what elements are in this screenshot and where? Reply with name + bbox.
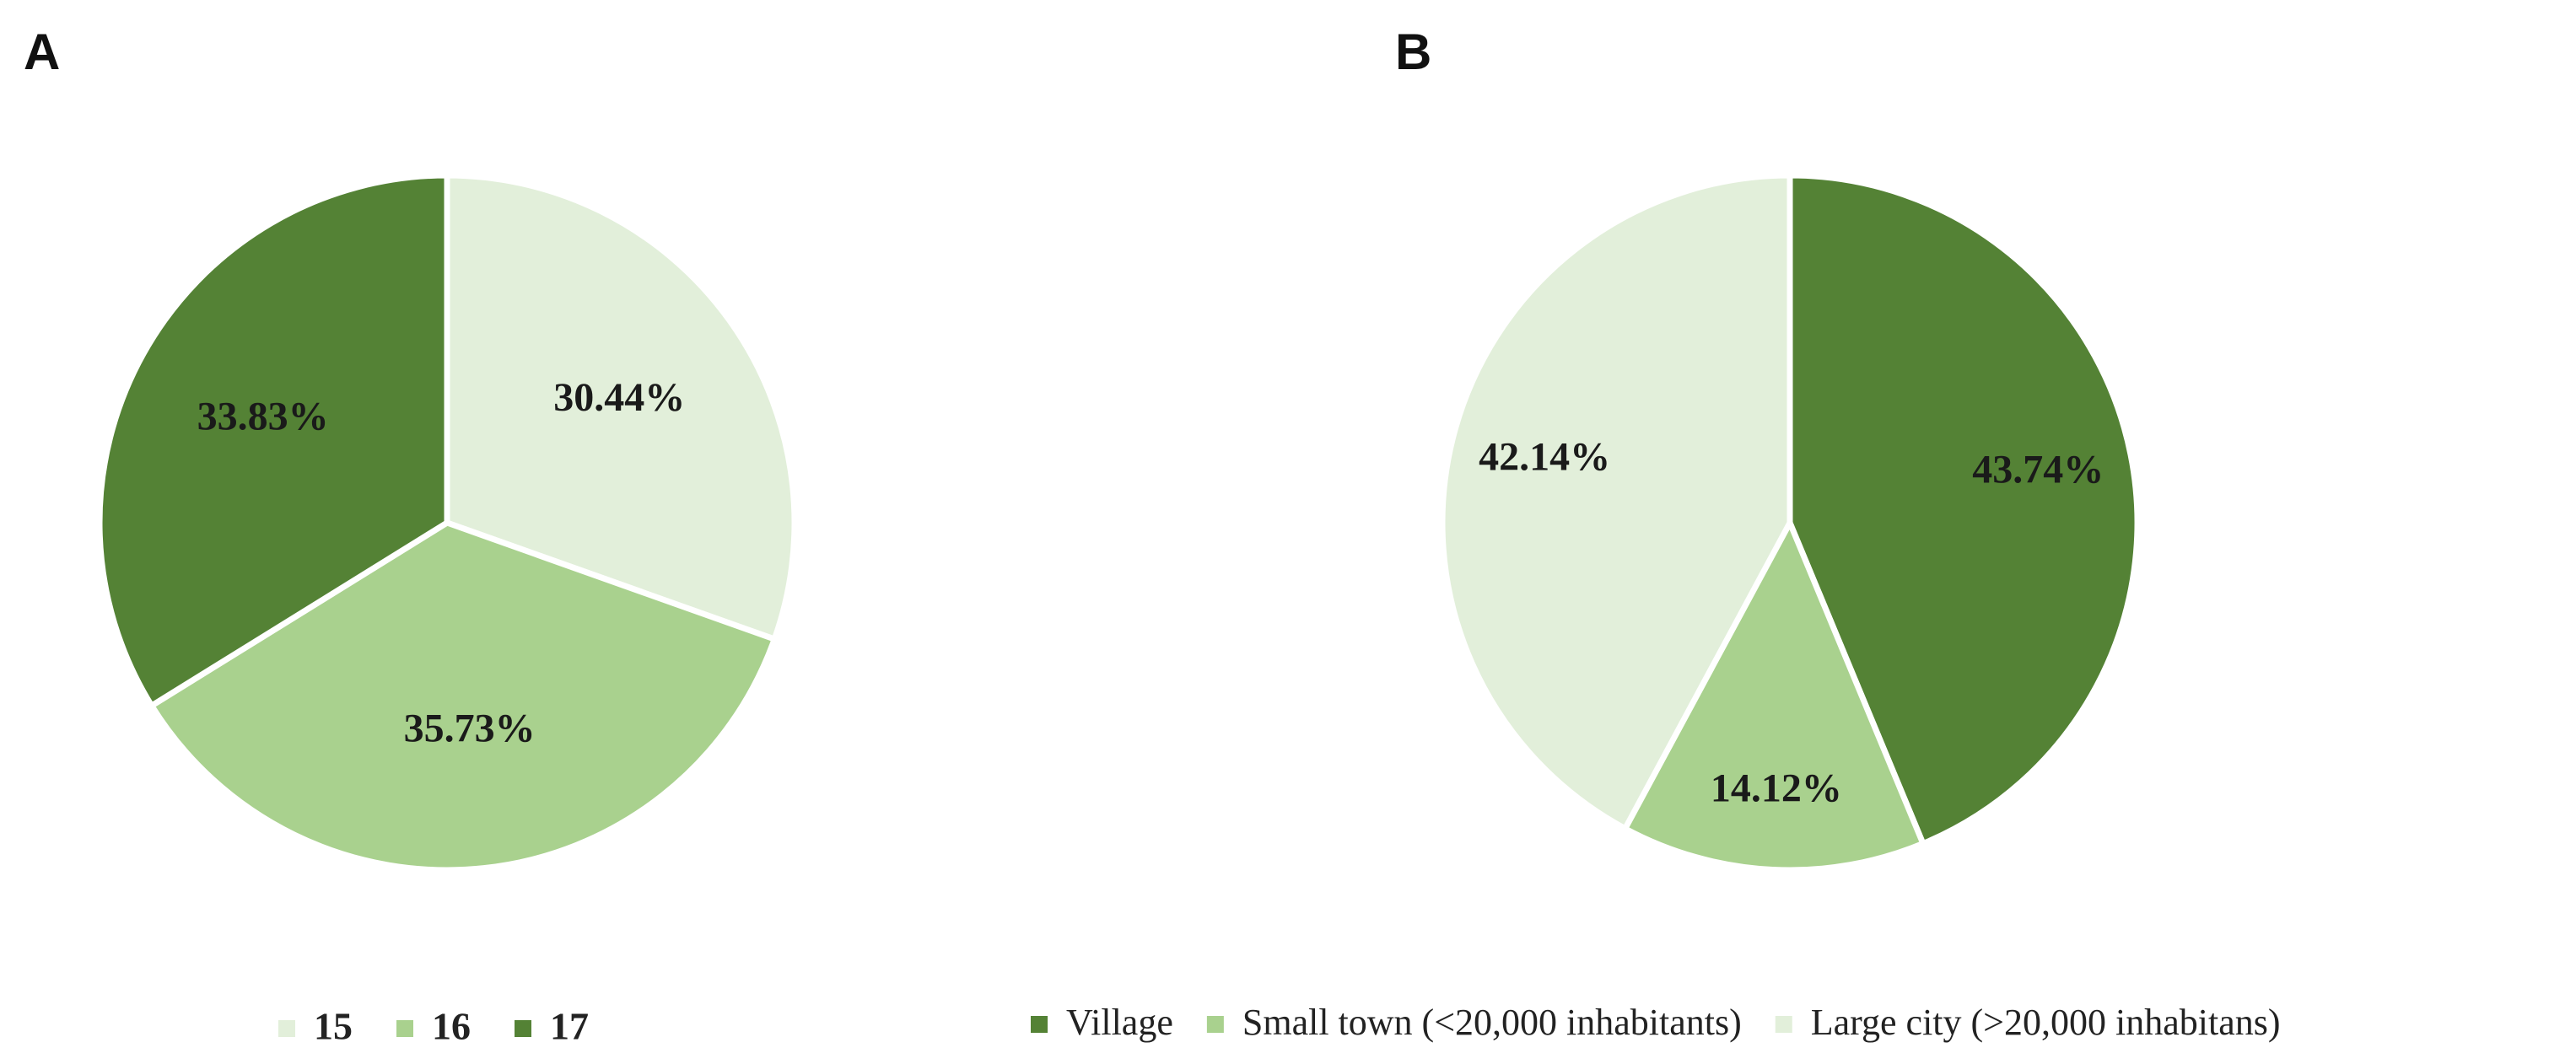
pie-slice-small-town-20-000-inhabitants: [1622, 519, 1927, 873]
panel-a-letter: A: [24, 24, 60, 80]
legend-label-16: 16: [432, 1005, 471, 1048]
pie-slice-15: [444, 172, 798, 642]
legend-label-15: 15: [314, 1005, 353, 1048]
legend-label-village: Village: [1066, 1002, 1173, 1043]
panel-a: A 30.44% 35.73% 33.83% 15 16 17: [24, 24, 798, 1048]
legend-swatch-17: [515, 1020, 531, 1037]
pie-slice-large-city-20-000-inhabitans: [1439, 172, 1793, 832]
legend-swatch-village: [1031, 1016, 1048, 1033]
legend-swatch-small-town-20-000-inhabitants: [1206, 1016, 1224, 1033]
pie-slice-17: [96, 172, 450, 709]
legend-label-small-town-20-000-inhabitants: Small town (<20,000 inhabitants): [1242, 1002, 1742, 1043]
legend-swatch-large-city-20-000-inhabitans: [1775, 1016, 1792, 1033]
panel-b: B 43.74% 14.12% 42.14% Village Small town (…: [1031, 24, 2281, 1043]
slice-label-small-town-20-000-inhabitants: 14.12%: [1711, 766, 1842, 811]
legend-a: 15 16 17: [278, 1005, 589, 1048]
slice-label-15: 30.44%: [553, 375, 685, 420]
slice-label-large-city-20-000-inhabitans: 42.14%: [1479, 435, 1610, 480]
pie-chart-b: 43.74% 14.12% 42.14%: [1439, 172, 2141, 873]
legend-b: Village Small town (<20,000 inhabitants) L…: [1031, 1002, 2281, 1043]
legend-label-large-city-20-000-inhabitans: Large city (>20,000 inhabitans): [1811, 1002, 2281, 1043]
slice-label-17: 33.83%: [197, 394, 329, 438]
pie-chart-a: 30.44% 35.73% 33.83%: [96, 172, 798, 873]
panel-b-letter: B: [1395, 24, 1431, 80]
slice-label-16: 35.73%: [404, 707, 536, 751]
legend-swatch-15: [278, 1020, 295, 1037]
pie-slice-village: [1786, 172, 2141, 847]
legend-swatch-16: [396, 1020, 413, 1037]
legend-label-17: 17: [550, 1005, 589, 1048]
slice-label-village: 43.74%: [1972, 447, 2104, 492]
